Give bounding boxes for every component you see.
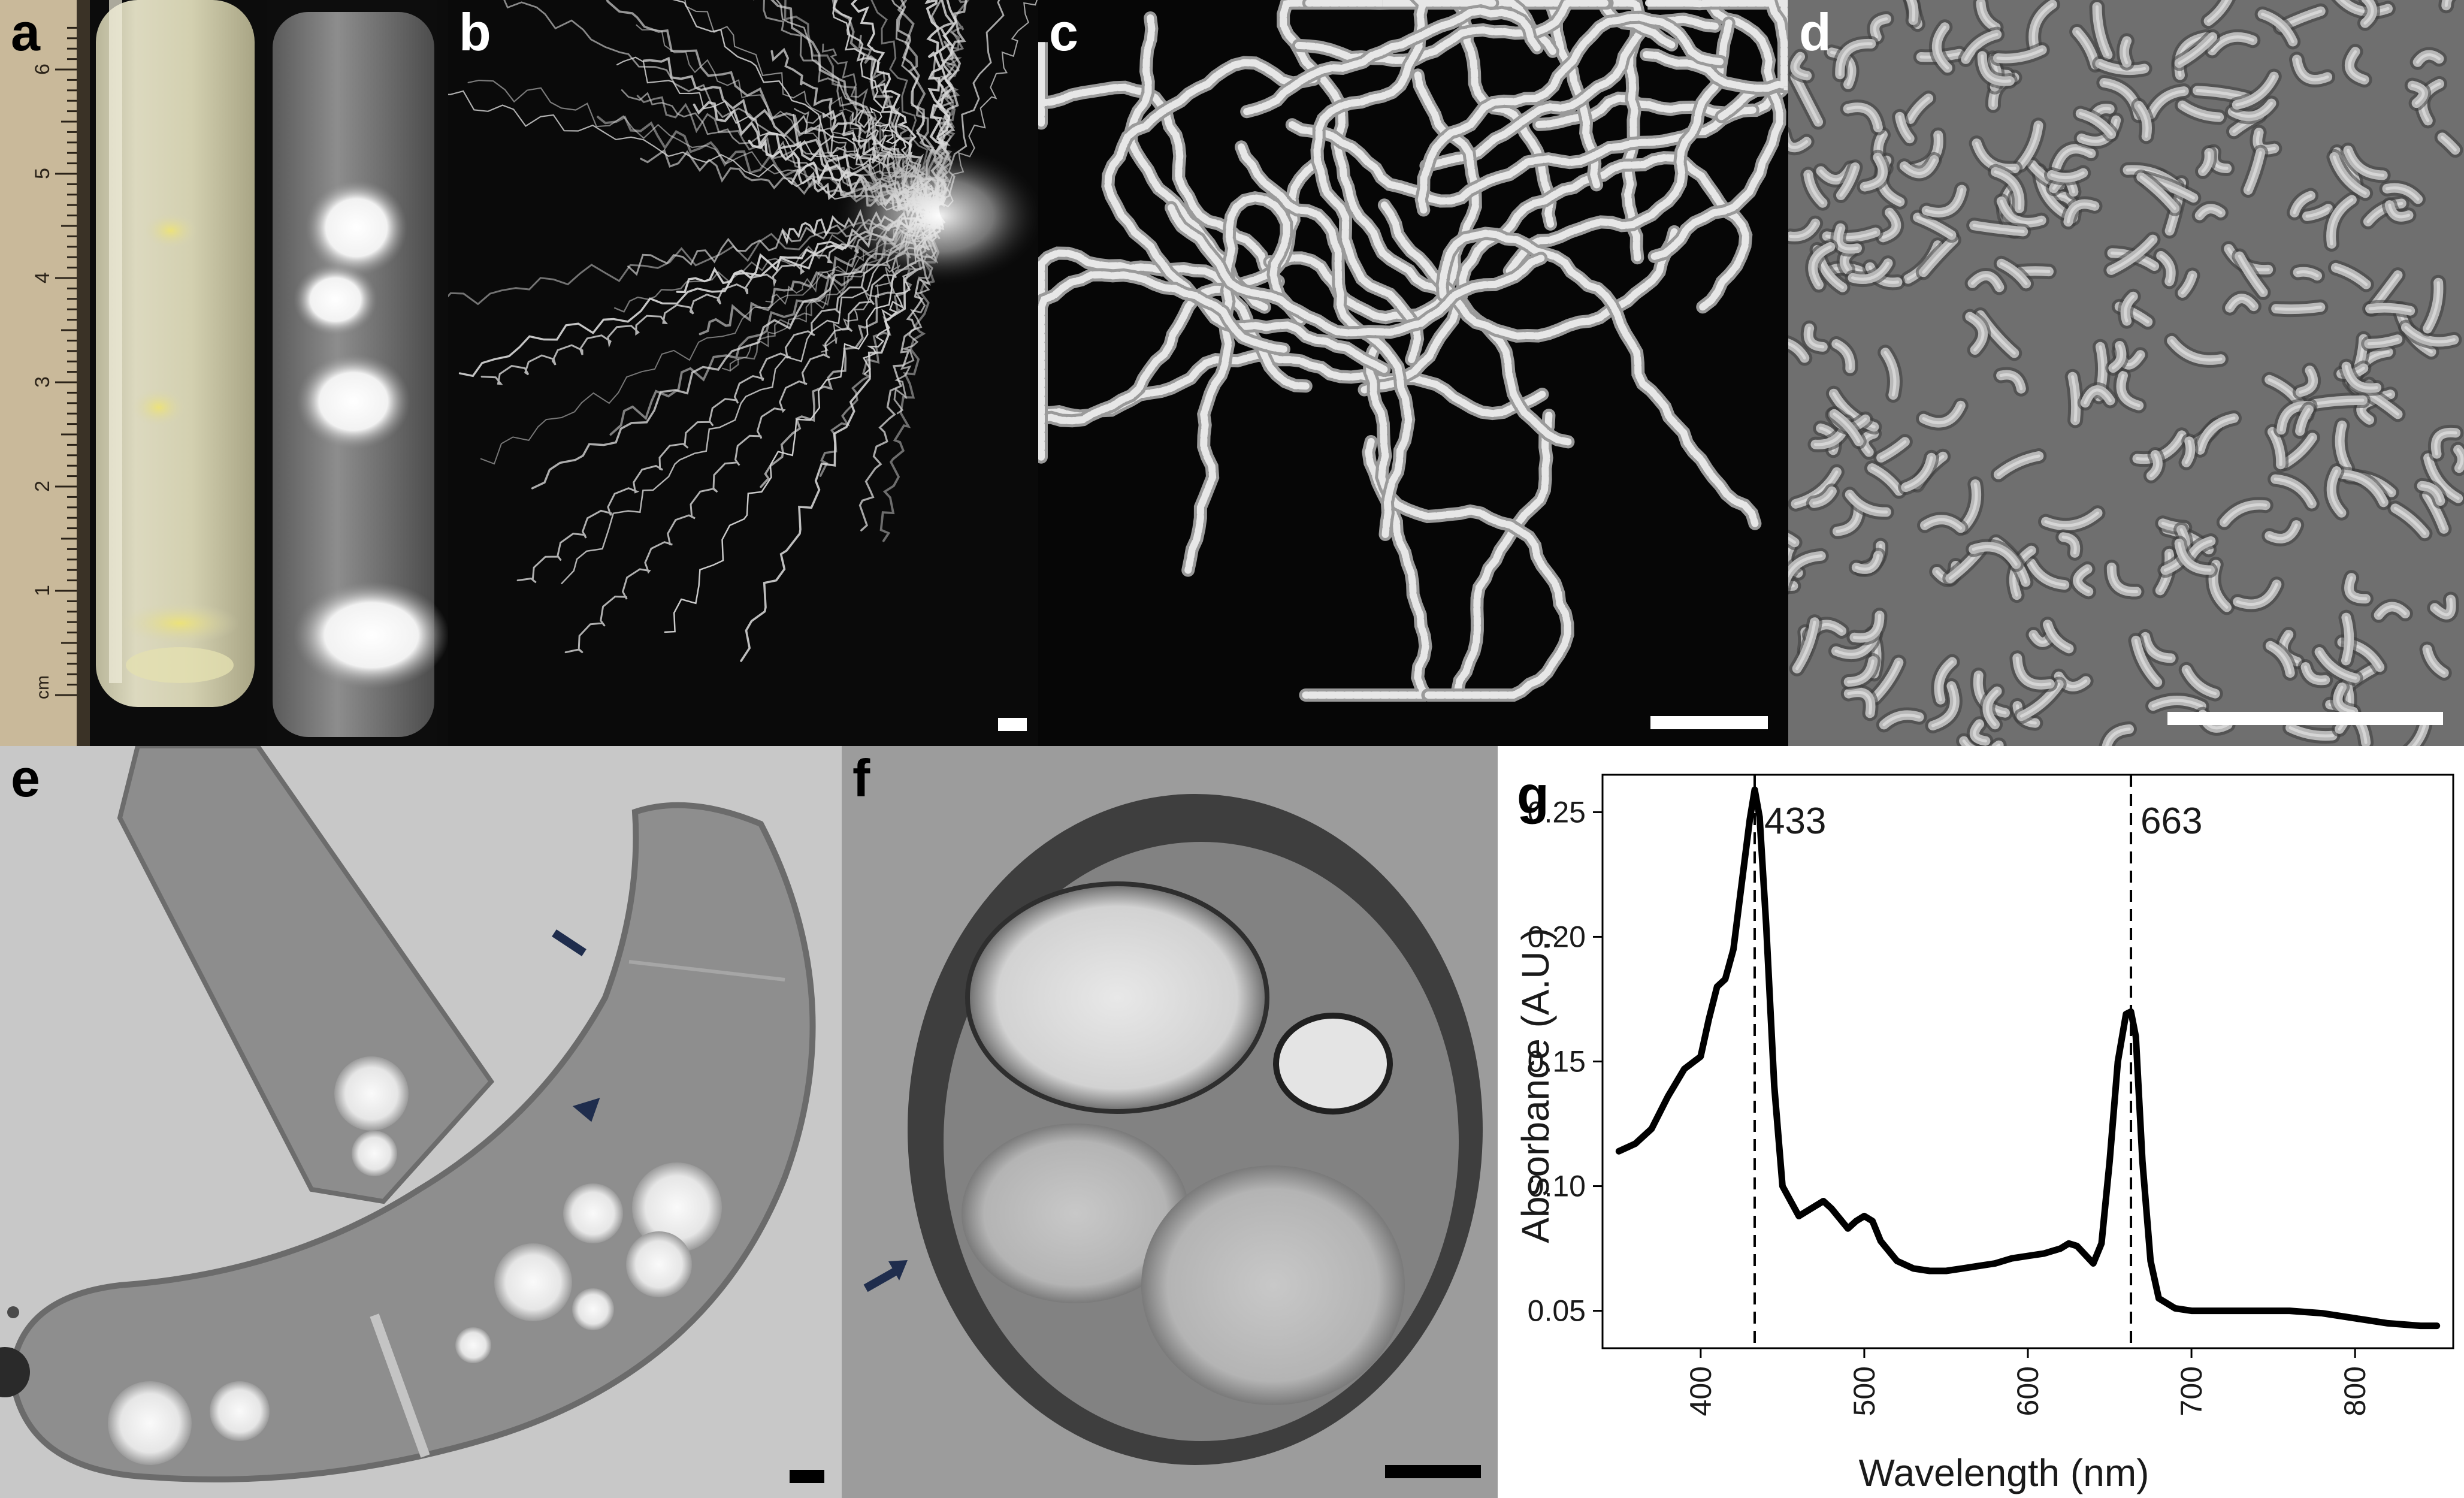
x-tick-label: 600 [2011, 1366, 2045, 1416]
tem-longitudinal-image [0, 746, 816, 1482]
septum [370, 1313, 430, 1458]
culture-tube [96, 0, 255, 707]
ruler-unit-label: cm [33, 675, 53, 699]
absorbance-chart: 0.05 0.10 0.15 0.20 0.25 400 500 600 700 800 Wavel… [1514, 774, 2454, 1494]
x-axis-label: Wavelength (nm) [1859, 1451, 2149, 1494]
panel-label-d: d [1799, 2, 1831, 62]
panel-label-b: b [459, 2, 491, 62]
ruler-tick-label: 4 [31, 272, 54, 283]
x-tick-label: 400 [1684, 1366, 1718, 1416]
panel-a-culture-tubes: a cm 1 2 3 4 5 6 [0, 0, 448, 746]
x-tick-label: 700 [2175, 1366, 2208, 1416]
y-tick-label: 0.05 [1528, 1294, 1586, 1328]
y-tick-label: 0.20 [1528, 920, 1586, 953]
cell-segment [117, 746, 495, 1204]
panel-label-e: e [11, 748, 40, 808]
scale-bar [1650, 716, 1768, 729]
ruler-tick-label: 6 [31, 64, 54, 75]
sem-image [1788, 0, 2464, 746]
x-tick-label: 800 [2338, 1366, 2372, 1416]
scale-bar [1385, 1465, 1481, 1478]
y-tick-label: 0.15 [1528, 1045, 1586, 1079]
peak-label: 663 [2140, 801, 2202, 842]
y-tick-label: 0.10 [1528, 1170, 1586, 1203]
tem-cross-section-image [863, 794, 1483, 1465]
filament-micrograph-image [448, 0, 1038, 662]
panel-label-f: f [852, 748, 870, 808]
panel-e-tem-longitudinal: e [0, 746, 842, 1498]
fluorescent-trichomes-image [1038, 0, 1788, 702]
arrow-icon [863, 1260, 908, 1292]
panel-f-tem-cross-section: f [842, 746, 1498, 1498]
ruler-tick-label: 1 [31, 585, 54, 596]
panel-label-g: g [1517, 765, 1549, 824]
panel-g-absorbance-chart: 0.05 0.10 0.15 0.20 0.25 400 500 600 700 800 Wavel… [1498, 746, 2464, 1498]
plot-frame [1601, 774, 2454, 1349]
x-tick-label: 500 [1848, 1366, 1881, 1416]
panel-c-fluorescent-trichomes: c [1038, 0, 1788, 746]
peak-label: 433 [1764, 801, 1826, 842]
scale-bar [790, 1470, 824, 1483]
y-tick-label: 0.25 [1528, 795, 1586, 829]
ruler-tick-label: 3 [31, 376, 54, 388]
arrow-icon [552, 929, 600, 1122]
scale-bar [2167, 712, 2443, 725]
ruler-tick-label: 5 [31, 168, 54, 179]
panel-label-a: a [11, 2, 40, 62]
panel-label-c: c [1049, 2, 1078, 62]
panel-b-filament-micrograph: b [448, 0, 1038, 746]
panel-d-sem-image: d [1788, 0, 2464, 746]
absorbance-series-line [1615, 786, 2441, 1330]
ruler-tick-label: 2 [31, 481, 54, 492]
scale-bar [998, 718, 1027, 731]
culture-tubes-image [0, 0, 448, 746]
y-axis-label: Absorbance (A.U.) [1514, 928, 1557, 1243]
